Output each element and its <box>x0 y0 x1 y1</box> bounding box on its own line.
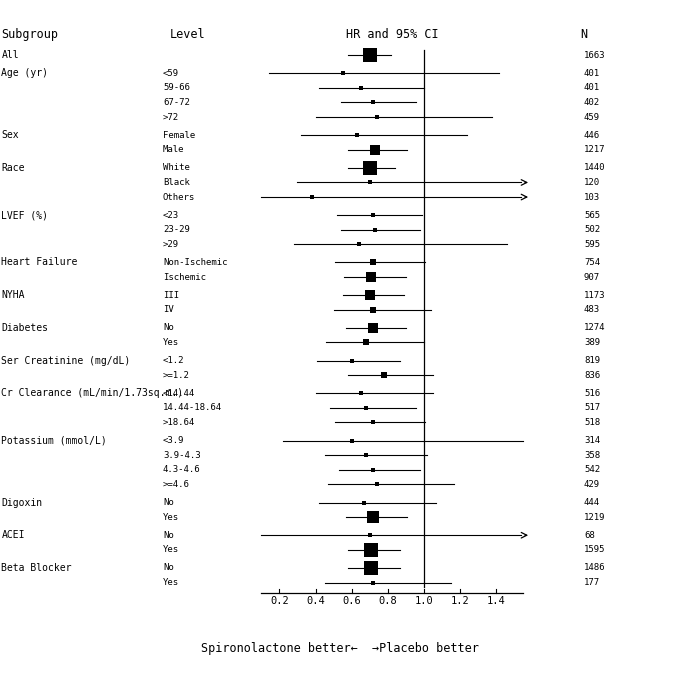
Text: 0.2: 0.2 <box>270 596 289 606</box>
Text: No: No <box>163 531 174 539</box>
Text: Heart Failure: Heart Failure <box>1 258 77 268</box>
Text: Beta Blocker: Beta Blocker <box>1 563 72 573</box>
Text: ACEI: ACEI <box>1 530 25 540</box>
Text: LVEF (%): LVEF (%) <box>1 210 48 220</box>
Text: 1219: 1219 <box>584 512 606 522</box>
Text: Spironolactone better←  →Placebo better: Spironolactone better← →Placebo better <box>200 642 479 656</box>
Text: Ischemic: Ischemic <box>163 272 206 281</box>
Text: White: White <box>163 164 190 172</box>
Text: 401: 401 <box>584 83 600 93</box>
Text: 402: 402 <box>584 98 600 107</box>
Text: Level: Level <box>170 28 205 41</box>
Text: Race: Race <box>1 163 25 173</box>
Text: Yes: Yes <box>163 338 179 347</box>
Text: 67-72: 67-72 <box>163 98 190 107</box>
Text: 502: 502 <box>584 225 600 235</box>
Text: 0.8: 0.8 <box>378 596 397 606</box>
Text: 14.44-18.64: 14.44-18.64 <box>163 404 222 412</box>
Text: 358: 358 <box>584 451 600 460</box>
Text: Age (yr): Age (yr) <box>1 68 48 78</box>
Text: 1595: 1595 <box>584 546 606 554</box>
Text: >29: >29 <box>163 240 179 249</box>
Text: 120: 120 <box>584 178 600 187</box>
Text: 1.0: 1.0 <box>414 596 433 606</box>
Text: 401: 401 <box>584 69 600 78</box>
Text: 389: 389 <box>584 338 600 347</box>
Text: III: III <box>163 291 179 299</box>
Text: Subgroup: Subgroup <box>1 28 58 41</box>
Text: 314: 314 <box>584 436 600 445</box>
Text: <23: <23 <box>163 211 179 220</box>
Text: Sex: Sex <box>1 130 19 140</box>
Text: 1.2: 1.2 <box>450 596 469 606</box>
Text: 1486: 1486 <box>584 564 606 573</box>
Text: 446: 446 <box>584 130 600 140</box>
Text: Ser Creatinine (mg/dL): Ser Creatinine (mg/dL) <box>1 356 130 366</box>
Text: 0.4: 0.4 <box>306 596 325 606</box>
Text: >=4.6: >=4.6 <box>163 480 190 489</box>
Text: 1663: 1663 <box>584 51 606 59</box>
Text: 1217: 1217 <box>584 145 606 154</box>
Text: 565: 565 <box>584 211 600 220</box>
Text: 23-29: 23-29 <box>163 225 190 235</box>
Text: 429: 429 <box>584 480 600 489</box>
Text: No: No <box>163 498 174 507</box>
Text: IV: IV <box>163 306 174 314</box>
Text: All: All <box>1 50 19 60</box>
Text: Digoxin: Digoxin <box>1 498 43 508</box>
Text: 907: 907 <box>584 272 600 281</box>
Text: 819: 819 <box>584 356 600 365</box>
Text: 1440: 1440 <box>584 164 606 172</box>
Text: NYHA: NYHA <box>1 290 25 300</box>
Text: Yes: Yes <box>163 578 179 587</box>
Text: 518: 518 <box>584 418 600 427</box>
Text: Others: Others <box>163 193 195 201</box>
Text: No: No <box>163 323 174 333</box>
Text: 542: 542 <box>584 465 600 475</box>
Text: <14.44: <14.44 <box>163 389 195 398</box>
Text: Male: Male <box>163 145 185 154</box>
Text: 444: 444 <box>584 498 600 507</box>
Text: 3.9-4.3: 3.9-4.3 <box>163 451 200 460</box>
Text: <1.2: <1.2 <box>163 356 185 365</box>
Text: 483: 483 <box>584 306 600 314</box>
Text: Yes: Yes <box>163 512 179 522</box>
Text: 517: 517 <box>584 404 600 412</box>
Text: Yes: Yes <box>163 546 179 554</box>
Text: >=1.2: >=1.2 <box>163 370 190 380</box>
Text: 1.4: 1.4 <box>486 596 505 606</box>
Text: Diabetes: Diabetes <box>1 323 48 333</box>
Text: >18.64: >18.64 <box>163 418 195 427</box>
Text: Black: Black <box>163 178 190 187</box>
Text: Non-Ischemic: Non-Ischemic <box>163 258 227 267</box>
Text: 59-66: 59-66 <box>163 83 190 93</box>
Text: Female: Female <box>163 130 195 140</box>
Text: 836: 836 <box>584 370 600 380</box>
Text: 68: 68 <box>584 531 595 539</box>
Text: Cr Clearance (mL/min/1.73sq.m.): Cr Clearance (mL/min/1.73sq.m.) <box>1 388 183 398</box>
Text: <3.9: <3.9 <box>163 436 185 445</box>
Text: 1173: 1173 <box>584 291 606 299</box>
Text: 4.3-4.6: 4.3-4.6 <box>163 465 200 475</box>
Text: 595: 595 <box>584 240 600 249</box>
Text: N: N <box>581 28 587 41</box>
Text: No: No <box>163 564 174 573</box>
Text: 0.6: 0.6 <box>342 596 361 606</box>
Text: 459: 459 <box>584 112 600 122</box>
Text: 516: 516 <box>584 389 600 398</box>
Text: 103: 103 <box>584 193 600 201</box>
Text: <59: <59 <box>163 69 179 78</box>
Text: Potassium (mmol/L): Potassium (mmol/L) <box>1 435 107 445</box>
Text: >72: >72 <box>163 112 179 122</box>
Text: HR and 95% CI: HR and 95% CI <box>346 28 439 41</box>
Text: 1274: 1274 <box>584 323 606 333</box>
Text: 177: 177 <box>584 578 600 587</box>
Text: 754: 754 <box>584 258 600 267</box>
